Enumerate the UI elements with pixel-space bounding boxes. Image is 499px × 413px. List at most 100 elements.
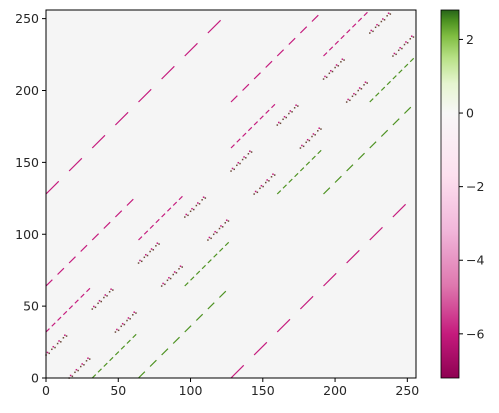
cell-dot bbox=[302, 145, 305, 148]
y-tick-label: 250 bbox=[15, 11, 39, 26]
diagonal-segment bbox=[213, 253, 218, 258]
diagonal-segment bbox=[219, 247, 224, 252]
cell-dot bbox=[409, 38, 412, 40]
diagonal-segment bbox=[207, 19, 222, 34]
heatmap-cells bbox=[45, 11, 415, 379]
cell-dot bbox=[386, 15, 388, 17]
diagonal-segment bbox=[299, 295, 314, 310]
diagonal-segment bbox=[253, 341, 268, 356]
y-tick-label: 0 bbox=[31, 371, 39, 386]
x-tick-label: 150 bbox=[251, 383, 275, 398]
cell-dot bbox=[189, 210, 192, 213]
diagonal-segment bbox=[195, 313, 204, 321]
cell-dot bbox=[312, 133, 315, 135]
cell-dot bbox=[224, 222, 227, 224]
cell-dot bbox=[202, 196, 205, 198]
diagonal-segment bbox=[299, 167, 305, 172]
diagonal-segment bbox=[166, 207, 172, 212]
x-tick-label: 0 bbox=[42, 383, 50, 398]
cell-dot bbox=[372, 30, 374, 33]
cell-dot bbox=[260, 184, 263, 187]
cell-dot bbox=[123, 323, 126, 326]
diagonal-segment bbox=[172, 336, 180, 344]
diagonal-segment bbox=[149, 359, 157, 367]
diagonal-segment bbox=[265, 109, 270, 114]
x-tick-label: 100 bbox=[179, 383, 203, 398]
cell-dot bbox=[137, 262, 140, 264]
cell-dot bbox=[270, 176, 273, 178]
cell-dot bbox=[268, 180, 270, 182]
cell-dot bbox=[191, 207, 193, 210]
cell-dot bbox=[247, 153, 250, 155]
cell-dot bbox=[277, 121, 280, 124]
cell-dot bbox=[351, 95, 354, 98]
cell-dot bbox=[175, 272, 178, 274]
cell-dot bbox=[262, 185, 264, 188]
y-axis: 0 50 100 150 200 250 bbox=[15, 11, 46, 386]
diagonal-segment bbox=[138, 371, 146, 379]
cell-dot bbox=[77, 369, 79, 372]
cell-dot bbox=[378, 24, 380, 27]
colorbar: 2 0 −2 −4 −6 bbox=[440, 9, 484, 379]
cell-dot bbox=[403, 43, 406, 46]
cell-dot bbox=[389, 13, 392, 15]
cell-dot bbox=[376, 23, 378, 26]
cell-dot bbox=[87, 357, 89, 359]
cell-dot bbox=[127, 317, 130, 319]
cell-dot bbox=[146, 254, 149, 257]
diagonal-segment bbox=[91, 233, 100, 241]
cell-dot bbox=[245, 157, 247, 159]
diagonal-segment bbox=[114, 210, 123, 218]
diagonal-segment bbox=[184, 282, 189, 287]
cell-dot bbox=[160, 285, 163, 287]
x-tick-label: 200 bbox=[323, 383, 347, 398]
diagonal-segment bbox=[317, 149, 322, 155]
diagonal-segment bbox=[224, 241, 230, 247]
cell-dot bbox=[405, 41, 407, 43]
cell-dot bbox=[69, 374, 72, 377]
cell-dot bbox=[345, 101, 348, 103]
cell-dot bbox=[239, 162, 241, 165]
diagonal-segment bbox=[409, 57, 415, 63]
cell-dot bbox=[305, 141, 307, 144]
cell-dot bbox=[198, 203, 201, 205]
diagonal-segment bbox=[323, 272, 337, 287]
cell-dot bbox=[81, 363, 83, 365]
diagonal-segment bbox=[207, 302, 215, 310]
cell-dot bbox=[221, 226, 224, 228]
diagonal-segment bbox=[305, 161, 311, 166]
diagonal-segment bbox=[195, 270, 201, 275]
cell-dot bbox=[399, 46, 401, 49]
cell-dot bbox=[140, 260, 143, 263]
cell-dot bbox=[354, 93, 357, 96]
cell-dot bbox=[291, 111, 293, 113]
cell-dot bbox=[75, 368, 78, 371]
cell-dot bbox=[212, 233, 215, 236]
cell-dot bbox=[283, 115, 286, 118]
cell-dot bbox=[341, 58, 344, 60]
cell-dot bbox=[216, 231, 218, 234]
cell-dot bbox=[185, 213, 187, 216]
cell-dot bbox=[412, 36, 415, 38]
diagonal-segment bbox=[219, 290, 227, 298]
diagonal-segment bbox=[161, 213, 166, 218]
cell-dot bbox=[210, 237, 212, 240]
diagonal-segment bbox=[138, 236, 143, 241]
cell-dot bbox=[301, 144, 303, 147]
diagonal-segment bbox=[190, 276, 195, 281]
diagonal-segment bbox=[114, 111, 129, 126]
cell-dot bbox=[314, 134, 316, 136]
cell-dot bbox=[214, 230, 216, 233]
cell-dot bbox=[264, 181, 267, 184]
cell-dot bbox=[193, 208, 195, 211]
diagonal-segment bbox=[68, 157, 83, 172]
colorbar-tick-label: −6 bbox=[466, 326, 484, 341]
diagonal-segment bbox=[91, 374, 97, 379]
cell-dot bbox=[230, 170, 232, 172]
y-tick-label: 150 bbox=[15, 155, 39, 170]
diagonal-segment bbox=[57, 267, 65, 275]
diagonal-segment bbox=[369, 141, 377, 149]
diagonal-segment bbox=[392, 75, 397, 80]
cell-dot bbox=[60, 341, 62, 343]
cell-dot bbox=[227, 220, 230, 222]
